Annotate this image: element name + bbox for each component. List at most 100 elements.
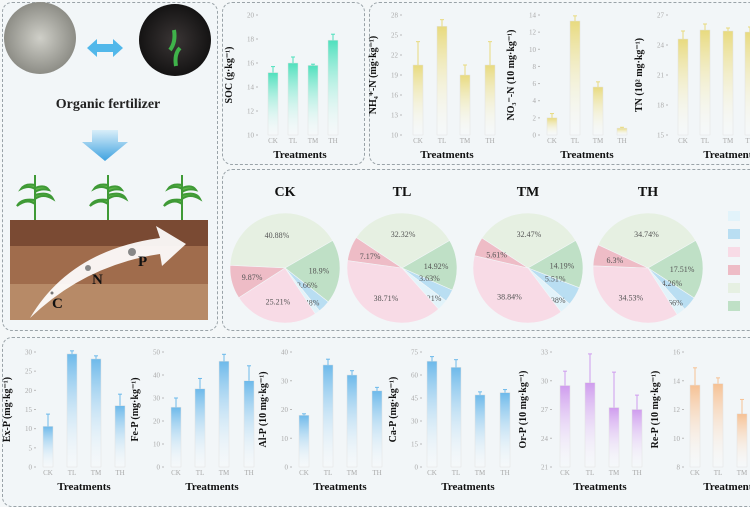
y-tick-label: 13 (391, 112, 399, 120)
x-tick-label: CK (690, 469, 700, 477)
y-tick-label: 33 (541, 349, 549, 357)
y-tick-label: 6 (533, 80, 537, 88)
y-tick-label: 30 (541, 377, 549, 385)
pie-label: 38.84% (497, 293, 522, 302)
y-tick-label: 10 (529, 46, 537, 54)
bar-ck (559, 385, 571, 468)
maize-plants (16, 175, 203, 222)
x-tick-label: TH (617, 137, 626, 145)
x-tick-label: TL (586, 469, 595, 477)
x-axis-label: Treatments (441, 481, 495, 493)
pie-title: CK (275, 185, 296, 200)
y-tick-label: 60 (411, 372, 419, 380)
y-tick-label: 2 (533, 114, 537, 122)
bar-tm (592, 86, 604, 136)
bar-tm (608, 407, 620, 468)
bar-ck (546, 117, 558, 136)
y-tick-label: 14 (673, 377, 681, 385)
pie-label: 14.19% (550, 261, 575, 270)
pie-label: 4.26% (662, 279, 683, 288)
fertilizer-illustration: Organic fertilizer C N P (4, 2, 211, 320)
x-tick-label: TM (219, 469, 230, 477)
x-tick-label: CK (43, 469, 53, 477)
bar-ck (677, 38, 689, 136)
y-tick-label: 75 (411, 349, 419, 357)
y-tick-label: 10 (153, 441, 161, 449)
y-axis-label: SOC (g·kg⁻¹) (224, 47, 235, 104)
pie-title: TL (393, 185, 412, 200)
pie-slice (238, 267, 316, 324)
y-tick-label: 8 (677, 464, 681, 472)
pie-slice (346, 260, 439, 324)
y-tick-label: 20 (281, 406, 289, 414)
x-tick-label: CK (678, 137, 688, 145)
y-axis-label: Fe-P (mg·kg⁻¹) (130, 377, 141, 441)
pie-title: TH (638, 185, 658, 200)
pie-label: 32.32% (391, 230, 416, 239)
x-tick-label: TM (609, 469, 620, 477)
pie-legend (728, 211, 740, 311)
x-axis-label: Treatments (560, 149, 614, 161)
y-tick-label: 0 (415, 464, 419, 472)
exp-chart: 0 5 10 15 20 25 30 CK TL TM TH Treatments Ex-P (mg·k… (2, 349, 126, 493)
pie-slice (474, 237, 529, 269)
x-axis-label: Treatments (57, 481, 111, 493)
pie-slice (472, 255, 562, 324)
pie-slice (347, 237, 403, 269)
bar-tl (584, 382, 596, 468)
bar-th (371, 390, 383, 468)
y-tick-label: 5 (29, 444, 33, 452)
nutrient-p: P (138, 254, 147, 270)
pie-label: 6.3% (607, 256, 624, 265)
bar-ck (267, 72, 279, 136)
bar-th (114, 405, 126, 468)
y-tick-label: 19 (391, 72, 399, 80)
x-tick-label: CK (299, 469, 309, 477)
nutrient-c: C (52, 296, 63, 312)
x-tick-label: CK (427, 469, 437, 477)
bar-tl (287, 62, 299, 136)
x-axis-label: Treatments (573, 481, 627, 493)
x-tick-label: TM (347, 469, 358, 477)
pie-label: 25.21% (266, 297, 291, 306)
x-tick-label: CK (268, 137, 278, 145)
y-tick-label: 22 (391, 52, 399, 60)
pie-label: 32.47% (517, 230, 542, 239)
illustration-caption: Organic fertilizer (56, 97, 161, 112)
y-axis-label: Al-P (10 mg·kg⁻¹) (258, 371, 269, 447)
x-tick-label: TH (632, 469, 641, 477)
x-axis-label: Treatments (185, 481, 239, 493)
legend-swatch (728, 265, 740, 275)
x-tick-label: TL (196, 469, 205, 477)
y-tick-label: 0 (285, 464, 289, 472)
bar-tm (736, 413, 748, 468)
y-tick-label: 18 (657, 102, 665, 110)
legend-swatch (728, 283, 740, 293)
bar-ck (689, 384, 701, 468)
x-tick-label: TL (324, 469, 333, 477)
y-axis-label: Or-P (10 mg·kg⁻¹) (518, 371, 529, 449)
y-tick-label: 12 (673, 406, 681, 414)
pie-label: 5.61% (486, 251, 507, 260)
pie-label: 18.9% (309, 266, 330, 275)
curved-arrow-icon (30, 226, 186, 318)
x-tick-label: TM (475, 469, 486, 477)
tn-chart: 15 18 21 24 27 CK TL TM TH Treatments TN (10² mg·k… (634, 12, 750, 161)
bar-ck (412, 64, 424, 136)
pie-ck: CK 40.88% 18.9% 3.66% 1.48% 25.21% 9.87% (229, 185, 341, 324)
bar-tl (322, 364, 334, 468)
pie-label: 5.51% (545, 275, 566, 284)
legend-swatch (728, 211, 740, 221)
y-tick-label: 24 (541, 435, 549, 443)
y-tick-label: 30 (25, 349, 33, 357)
x-tick-label: TH (244, 469, 253, 477)
y-tick-label: 10 (247, 132, 255, 140)
y-tick-label: 16 (247, 60, 255, 68)
y-tick-label: 14 (247, 84, 255, 92)
x-tick-label: TH (745, 137, 750, 145)
y-tick-label: 15 (657, 132, 665, 140)
bar-tm (346, 374, 358, 468)
y-tick-label: 21 (541, 464, 549, 472)
